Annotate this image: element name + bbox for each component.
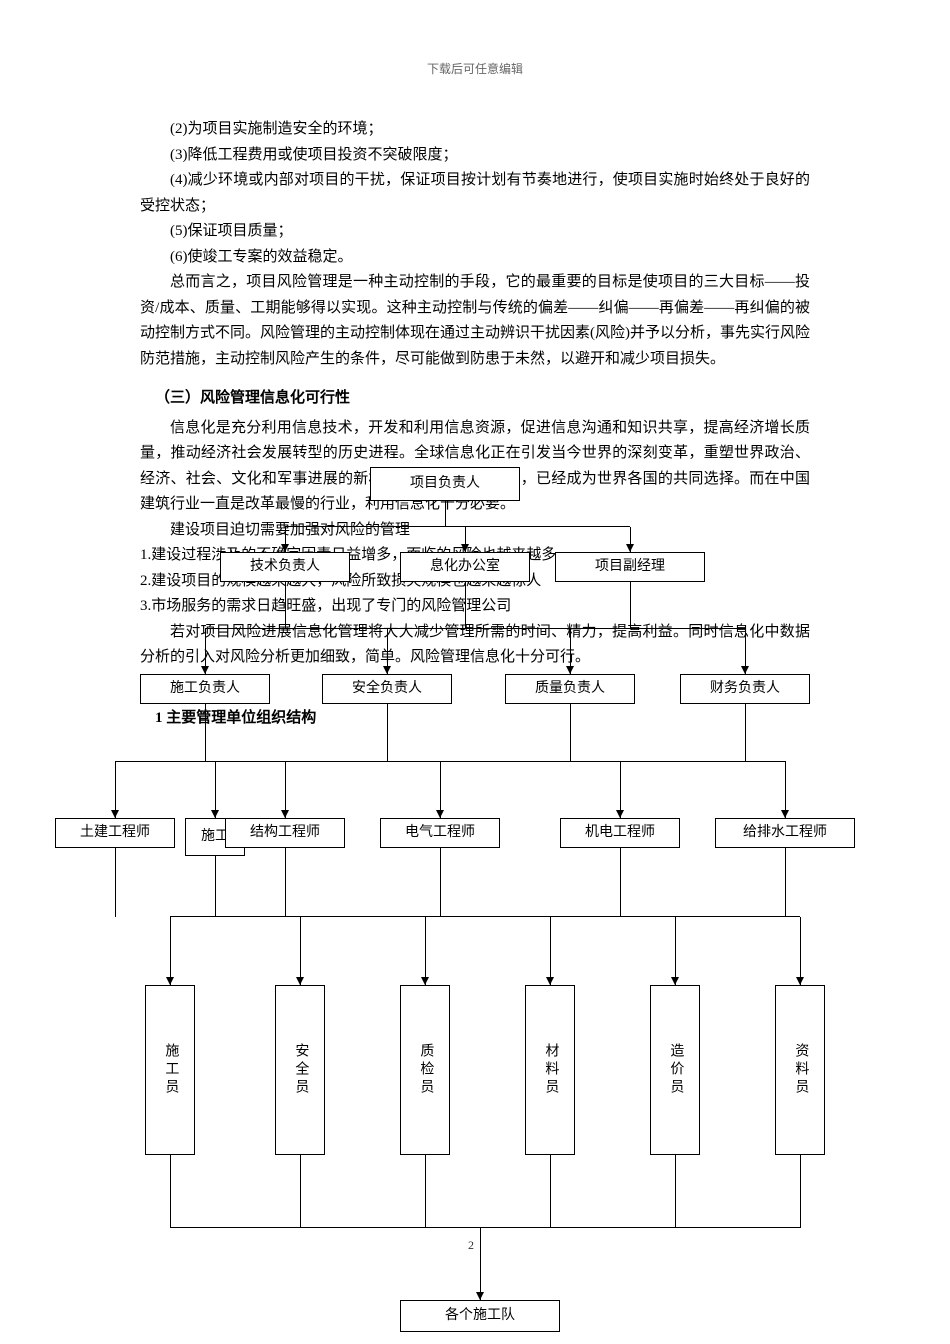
- item-6: (6)使竣工专案的效益稳定。: [140, 245, 810, 271]
- box-shigongyuan: 施工员: [145, 985, 195, 1155]
- section-2-1-title: 1 主要管理单位组织结构: [140, 706, 810, 732]
- box-zhijianyuan: 质检员: [400, 985, 450, 1155]
- item-4: (4)减少环境或内部对项目的干扰，保证项目按计划有节奏地进行，使项目实施时始终处…: [140, 168, 810, 219]
- box-construction-leader: 施工负责人: [140, 674, 270, 704]
- box-project-leader: 项目负责人: [370, 467, 520, 501]
- box-ziliaoyuan: 资料员: [775, 985, 825, 1155]
- item-3: (3)降低工程费用或使项目投资不突破限度；: [140, 143, 810, 169]
- box-finance-leader: 财务负责人: [680, 674, 810, 704]
- sec3-body2: 建设项目迫切需要加强对风险的管理: [140, 518, 810, 544]
- box-construction-teams: 各个施工队: [400, 1300, 560, 1332]
- box-tech-leader: 技术负责人: [220, 552, 350, 582]
- summary-para: 总而言之，项目风险管理是一种主动控制的手段，它的最重要的目标是使项目的三大目标—…: [140, 270, 810, 372]
- document-page: 下载后可任意编辑 (2)为项目实施制造安全的环境； (3)降低工程费用或使项目投…: [0, 0, 950, 774]
- box-electrical-engineer: 电气工程师: [380, 818, 500, 848]
- section-3-title: （三）风险管理信息化可行性: [140, 386, 810, 412]
- item-2: (2)为项目实施制造安全的环境；: [140, 117, 810, 143]
- page-number: 2: [468, 1238, 474, 1253]
- box-safety-leader: 安全负责人: [322, 674, 452, 704]
- box-civil-engineer: 土建工程师: [55, 818, 175, 848]
- box-zaojiayuan: 造价员: [650, 985, 700, 1155]
- header-note: 下载后可任意编辑: [140, 60, 810, 77]
- box-quality-leader: 质量负责人: [505, 674, 635, 704]
- box-plumbing-engineer: 给排水工程师: [715, 818, 855, 848]
- box-anquanyuan: 安全员: [275, 985, 325, 1155]
- box-mech-engineer: 机电工程师: [560, 818, 680, 848]
- box-deputy-pm: 项目副经理: [555, 552, 705, 582]
- sec3-li3: 3.市场服务的需求日趋旺盛，出现了专门的风险管理公司: [140, 594, 810, 620]
- box-cailiaoyuan: 材料员: [525, 985, 575, 1155]
- box-structural-engineer: 结构工程师: [225, 818, 345, 848]
- box-info-office: 息化办公室: [400, 552, 530, 582]
- body-text: (2)为项目实施制造安全的环境； (3)降低工程费用或使项目投资不突破限度； (…: [140, 117, 810, 732]
- item-5: (5)保证项目质量；: [140, 219, 810, 245]
